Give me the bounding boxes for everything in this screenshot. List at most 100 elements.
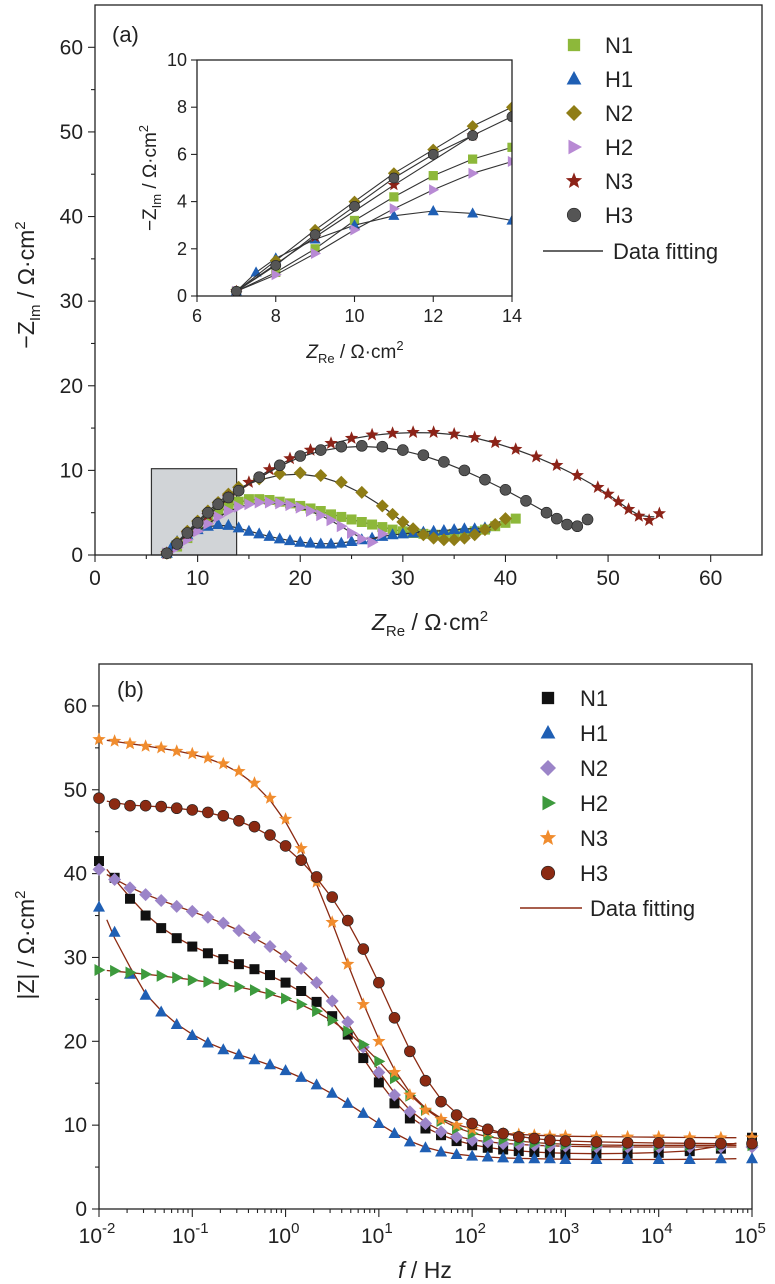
inset-data-point-h1 xyxy=(467,207,479,218)
inset-plot-area xyxy=(230,101,512,296)
data-point-n3 xyxy=(154,740,168,754)
data-point-n3 xyxy=(262,462,277,476)
data-point-n2 xyxy=(334,475,348,489)
data-point-n1 xyxy=(156,923,167,934)
data-point-h3 xyxy=(520,495,532,507)
data-point-h1 xyxy=(468,522,481,534)
legend-marker-n2 xyxy=(566,105,582,121)
data-point-n2 xyxy=(273,467,287,481)
inset-data-point-h2 xyxy=(468,167,479,179)
data-point-n2 xyxy=(341,1015,355,1029)
x-tick-base: 10 xyxy=(79,1225,102,1248)
data-point-h3 xyxy=(481,1123,494,1136)
data-point-h3 xyxy=(232,484,245,497)
data-point-h2 xyxy=(172,971,184,984)
x-tick-exponent: 3 xyxy=(571,1220,579,1237)
data-point-n1 xyxy=(367,519,378,530)
data-point-n3 xyxy=(185,746,199,760)
data-point-n3 xyxy=(529,449,543,463)
panel-b-legend: N1 H1 N2 H2 N3 H3 Data fitting xyxy=(520,686,695,921)
data-point-h1 xyxy=(212,518,225,530)
x-tick-exponent: 4 xyxy=(664,1220,672,1237)
data-point-n1 xyxy=(243,494,254,505)
data-point-n1 xyxy=(513,1146,524,1157)
data-point-h2 xyxy=(203,975,215,988)
data-point-h1 xyxy=(325,537,338,549)
panel-a-nyquist-chart: (a) ZRe / Ω·cm2 −ZIm / Ω·cm2 0 10 20 30 40 50… xyxy=(12,4,763,640)
data-point-n1 xyxy=(358,1053,369,1064)
data-point-h3 xyxy=(93,792,105,804)
legend-label-h2: H2 xyxy=(605,135,633,160)
legend-marker-n3 xyxy=(565,172,583,188)
data-point-h3 xyxy=(326,891,338,903)
legend-marker-h1 xyxy=(540,725,556,739)
inset-x-tick-label: 6 xyxy=(192,306,202,326)
legend-label-n3: N3 xyxy=(580,826,608,851)
data-point-h3 xyxy=(458,464,471,477)
data-point-h2 xyxy=(218,978,230,991)
data-point-h3 xyxy=(746,1137,758,1150)
x-tick-label: 105 xyxy=(734,1220,766,1248)
data-point-h3 xyxy=(559,1135,572,1147)
data-point-n1 xyxy=(187,941,198,952)
data-point-n3 xyxy=(406,425,420,438)
data-point-n2 xyxy=(434,1125,448,1139)
inset-data-point-h2 xyxy=(271,269,282,281)
data-point-h2 xyxy=(312,1005,324,1018)
data-point-h3 xyxy=(435,1095,447,1108)
data-point-n2 xyxy=(372,1065,386,1079)
x-tick-exponent: 0 xyxy=(291,1220,299,1237)
data-point-n1 xyxy=(218,954,229,965)
data-point-n3 xyxy=(387,1065,402,1078)
data-point-h2 xyxy=(343,1025,355,1038)
data-point-n2 xyxy=(355,485,369,499)
x-tick-exponent: -2 xyxy=(102,1220,115,1237)
y-tick-label: 60 xyxy=(60,36,83,59)
data-point-n2 xyxy=(154,893,168,907)
data-point-h1 xyxy=(448,523,461,535)
data-point-n2 xyxy=(418,1116,432,1130)
data-point-h2 xyxy=(327,1014,339,1027)
data-point-h2 xyxy=(374,1055,386,1068)
data-point-n1 xyxy=(202,514,213,525)
data-point-h1 xyxy=(372,1116,385,1128)
data-point-n3 xyxy=(139,739,153,752)
data-point-n2 xyxy=(427,531,441,545)
data-point-h3 xyxy=(124,799,136,812)
data-point-h2 xyxy=(249,984,261,997)
data-point-h2 xyxy=(295,501,307,514)
inset-y-axis-label: −ZIm / Ω·cm2 xyxy=(136,125,164,231)
data-point-n3 xyxy=(509,442,523,455)
data-point-h1 xyxy=(512,1152,525,1164)
data-point-h1 xyxy=(283,534,296,546)
data-point-h1 xyxy=(263,529,276,541)
data-point-h2 xyxy=(316,509,328,522)
series-h3 xyxy=(161,440,594,560)
data-point-n2 xyxy=(478,523,492,537)
data-point-h3 xyxy=(341,914,354,927)
x-tick-label: 60 xyxy=(699,567,722,590)
inset-data-point-n1 xyxy=(428,171,438,181)
data-point-n2 xyxy=(375,499,389,513)
data-point-h2 xyxy=(367,536,379,549)
inset-frame xyxy=(196,59,513,297)
data-point-h3 xyxy=(170,802,183,815)
legend-label-n1: N1 xyxy=(580,686,608,711)
data-point-n2 xyxy=(263,940,277,954)
data-point-n3 xyxy=(468,430,482,443)
data-point-h1 xyxy=(248,1053,261,1065)
data-point-h3 xyxy=(155,800,167,813)
data-point-n3 xyxy=(449,1118,464,1131)
data-point-h3 xyxy=(544,1134,556,1147)
data-point-h3 xyxy=(222,491,235,504)
data-point-h1 xyxy=(652,1153,665,1165)
data-point-n1 xyxy=(346,514,357,525)
data-point-n1 xyxy=(326,509,337,520)
data-point-n1 xyxy=(265,970,276,981)
panel-a-label: (a) xyxy=(112,22,139,47)
data-point-n2 xyxy=(325,994,339,1008)
data-point-h3 xyxy=(397,444,409,456)
data-point-n3 xyxy=(232,764,246,777)
data-point-n3 xyxy=(642,513,656,526)
data-point-n2 xyxy=(108,872,122,886)
